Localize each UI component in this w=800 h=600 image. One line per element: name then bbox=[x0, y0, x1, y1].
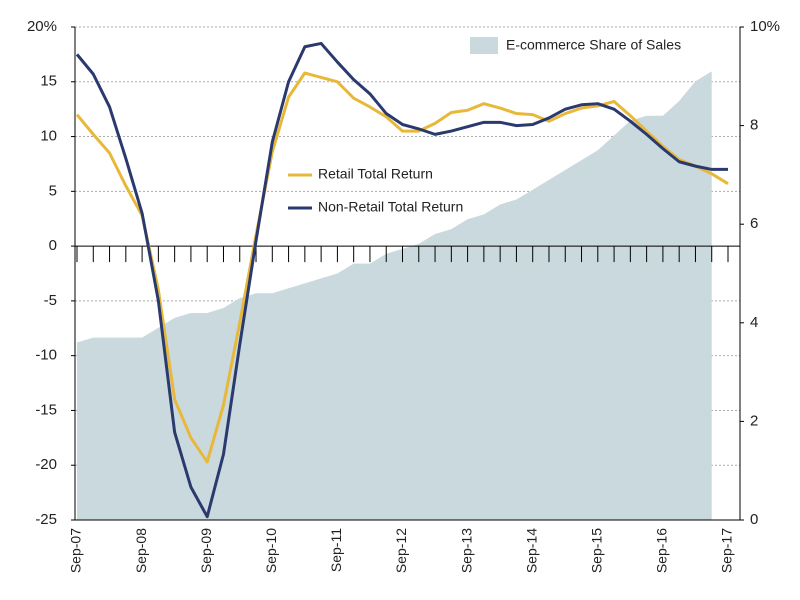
x-tick-label: Sep-16 bbox=[654, 528, 670, 573]
y-tick-label: -5 bbox=[44, 292, 57, 309]
line bbox=[75, 41, 728, 519]
y2-tick-label: 0 bbox=[750, 511, 758, 528]
y-tick-label: 20% bbox=[27, 18, 57, 35]
x-tick-label: Sep-07 bbox=[68, 528, 84, 573]
y2-tick-label: 8 bbox=[750, 117, 758, 134]
y-tick-label: -20 bbox=[35, 456, 57, 473]
legend-label: Retail Total Return bbox=[318, 166, 433, 182]
y-tick-label: 15 bbox=[40, 73, 57, 90]
y2-tick-label: 10% bbox=[750, 18, 780, 35]
x-tick-label: Sep-13 bbox=[458, 528, 474, 573]
y-tick-label: -15 bbox=[35, 401, 57, 418]
legend-label: Non-Retail Total Return bbox=[318, 199, 463, 215]
x-tick-label: Sep-14 bbox=[523, 528, 539, 573]
y2-tick-label: 6 bbox=[750, 215, 758, 232]
x-tick-label: Sep-12 bbox=[393, 528, 409, 573]
y-tick-label: -10 bbox=[35, 347, 57, 364]
area bbox=[77, 71, 712, 521]
y2-tick-label: 2 bbox=[750, 412, 758, 429]
y-tick-label: 10 bbox=[40, 128, 57, 145]
y-tick-label: -25 bbox=[35, 511, 57, 528]
x-tick-label: Sep-15 bbox=[589, 528, 605, 573]
x-tick-label: Sep-17 bbox=[719, 528, 735, 573]
y2-tick-label: 4 bbox=[750, 314, 758, 331]
y-tick-label: 0 bbox=[49, 237, 57, 254]
x-tick-label: Sep-08 bbox=[133, 528, 149, 573]
x-tick-label: Sep-09 bbox=[198, 528, 214, 573]
line bbox=[75, 71, 729, 464]
x-tick-label: Sep-10 bbox=[263, 528, 279, 573]
y-tick-label: 5 bbox=[49, 182, 57, 199]
x-tick-label: Sep-11 bbox=[328, 528, 344, 572]
legend-swatch bbox=[470, 37, 498, 54]
legend-label: E-commerce Share of Sales bbox=[506, 37, 681, 53]
